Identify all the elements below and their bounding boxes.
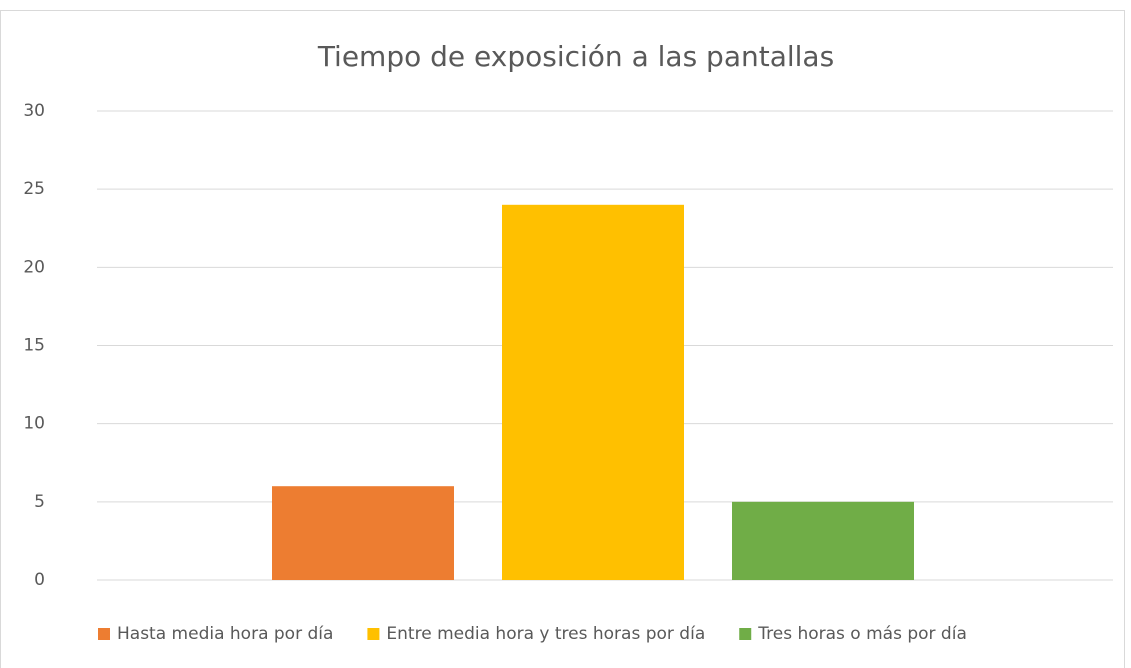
bar [502, 204, 684, 581]
legend-label: Hasta media hora por día [117, 624, 333, 644]
bar [272, 486, 454, 580]
legend-label: Entre media hora y tres horas por día [386, 624, 705, 644]
y-tick-label: 5 [34, 492, 45, 512]
legend-swatch [367, 628, 380, 640]
y-tick-label: 15 [23, 336, 45, 356]
chart-title: Tiempo de exposición a las pantallas [317, 40, 834, 73]
legend-swatch [98, 628, 110, 640]
y-tick-label: 20 [23, 257, 45, 277]
y-tick-label: 30 [23, 101, 45, 121]
legend-swatch [739, 628, 752, 640]
y-tick-label: 25 [23, 179, 45, 199]
bar [732, 501, 914, 580]
legend-label: Tres horas o más por día [757, 624, 967, 644]
y-tick-label: 0 [34, 570, 45, 590]
y-tick-label: 10 [23, 414, 45, 434]
